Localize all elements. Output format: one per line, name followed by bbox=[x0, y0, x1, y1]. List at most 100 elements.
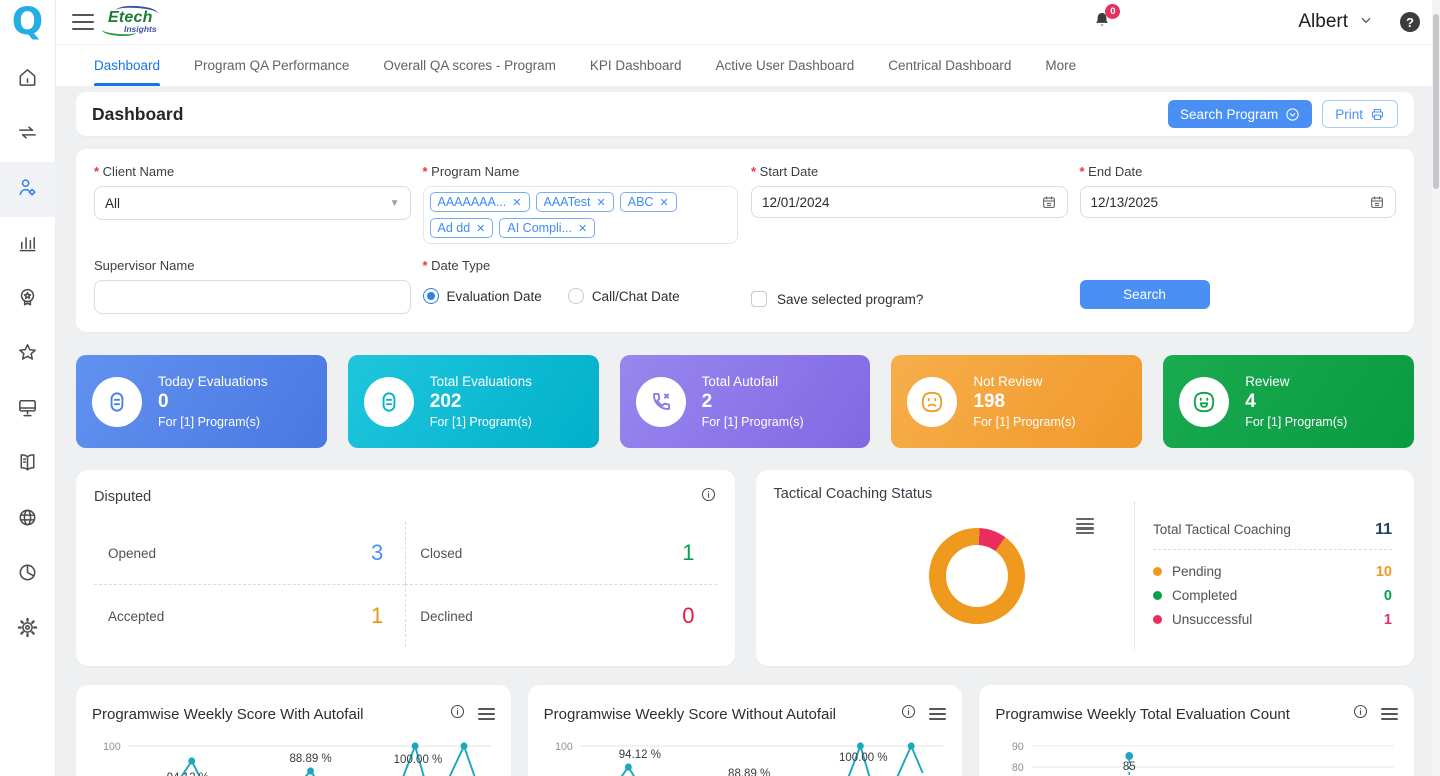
sidebar-item-favorites[interactable] bbox=[0, 327, 56, 382]
print-button[interactable]: Print bbox=[1322, 100, 1398, 128]
page-title: Dashboard bbox=[92, 103, 184, 124]
disputed-declined: Declined 0 bbox=[405, 584, 717, 647]
radio-label: Call/Chat Date bbox=[591, 288, 680, 304]
search-button[interactable]: Search bbox=[1079, 280, 1210, 309]
legend-item-completed[interactable]: Completed 0 bbox=[1153, 584, 1392, 608]
save-program-checkbox-row[interactable]: Save selected program? bbox=[751, 258, 1068, 314]
chart-menu-icon[interactable] bbox=[477, 708, 495, 720]
chip-label: ABC bbox=[627, 195, 654, 209]
start-date-label: Start Date bbox=[751, 164, 1068, 179]
radio-evaluation-date[interactable]: Evaluation Date bbox=[422, 288, 542, 304]
tab-dashboard[interactable]: Dashboard bbox=[94, 45, 161, 86]
save-program-checkbox[interactable] bbox=[751, 291, 767, 307]
scrollbar-thumb[interactable] bbox=[1433, 14, 1439, 189]
swap-arrows-icon bbox=[16, 121, 39, 149]
sidebar-item-quality[interactable] bbox=[0, 272, 56, 327]
legend-item-unsuccessful[interactable]: Unsuccessful 1 bbox=[1153, 608, 1392, 632]
svg-text:90: 90 bbox=[1012, 741, 1024, 753]
tab-program-qa-performance[interactable]: Program QA Performance bbox=[194, 58, 350, 73]
chip-remove-icon[interactable]: ✕ bbox=[596, 196, 606, 209]
tactical-coaching-panel: Tactical Coaching Status Total Tactical … bbox=[755, 470, 1414, 666]
disputed-label: Closed bbox=[420, 545, 463, 561]
sidebar-item-analytics[interactable] bbox=[0, 547, 56, 602]
disputed-value: 3 bbox=[371, 540, 384, 565]
program-chip[interactable]: Ad dd ✕ bbox=[429, 218, 494, 238]
stat-card-total-evaluations[interactable]: Total Evaluations 202 For [1] Program(s) bbox=[347, 355, 599, 448]
sidebar-item-global[interactable] bbox=[0, 492, 56, 547]
chevron-down-icon bbox=[1358, 12, 1374, 33]
sidebar-item-monitor[interactable] bbox=[0, 382, 56, 437]
info-icon[interactable] bbox=[1352, 703, 1369, 725]
start-date-input[interactable]: 12/01/2024 bbox=[751, 186, 1068, 218]
supervisor-name-input[interactable] bbox=[94, 280, 411, 314]
program-chip[interactable]: AI Compli... ✕ bbox=[499, 218, 596, 238]
program-chip[interactable]: ABC ✕ bbox=[619, 192, 677, 212]
svg-text:80: 80 bbox=[1012, 762, 1024, 774]
program-name-label: Program Name bbox=[423, 164, 740, 179]
chart-menu-icon[interactable] bbox=[1076, 518, 1094, 535]
program-name-multiselect[interactable]: AAAAAAA... ✕ AAATest ✕ ABC ✕ Ad dd ✕ AI Comp… bbox=[422, 186, 738, 244]
svg-text:100.00 %: 100.00 % bbox=[394, 753, 443, 766]
svg-text:94.12 %: 94.12 % bbox=[618, 748, 661, 761]
notifications-button[interactable]: 0 bbox=[1092, 3, 1121, 35]
stat-card-review[interactable]: Review 4 For [1] Program(s) bbox=[1163, 355, 1414, 448]
main-column: Etech Insights 0 Albert ? Dashboard Prog… bbox=[56, 0, 1440, 776]
user-name: Albert bbox=[1298, 11, 1348, 32]
tab-more[interactable]: More bbox=[1045, 58, 1077, 73]
search-program-button[interactable]: Search Program bbox=[1167, 100, 1313, 128]
stat-card-total-autofail[interactable]: Total Autofail 2 For [1] Program(s) bbox=[619, 355, 871, 448]
end-date-value: 12/13/2025 bbox=[1090, 194, 1159, 210]
chip-remove-icon[interactable]: ✕ bbox=[476, 222, 486, 235]
tab-overall-qa-scores[interactable]: Overall QA scores - Program bbox=[383, 58, 556, 73]
chevron-down-circle-icon bbox=[1286, 107, 1299, 121]
disputed-panel: Disputed Opened 3 Closed 1 Acc bbox=[76, 470, 735, 666]
help-button[interactable]: ? bbox=[1400, 12, 1420, 32]
chip-label: AI Compli... bbox=[507, 221, 572, 235]
stat-title: Today Evaluations bbox=[158, 374, 268, 389]
phone-x-icon bbox=[635, 376, 686, 427]
sidebar-item-reports[interactable] bbox=[0, 217, 56, 272]
chip-remove-icon[interactable]: ✕ bbox=[512, 196, 522, 209]
client-name-select[interactable]: All ▼ bbox=[94, 186, 411, 220]
program-chip[interactable]: AAATest ✕ bbox=[535, 192, 614, 212]
tab-kpi-dashboard[interactable]: KPI Dashboard bbox=[589, 58, 682, 73]
legend-value: 10 bbox=[1375, 563, 1392, 580]
tab-active-user-dashboard[interactable]: Active User Dashboard bbox=[715, 58, 855, 73]
evaluation-sheet-icon bbox=[363, 376, 414, 427]
chart-title: Programwise Weekly Score With Autofail bbox=[92, 705, 364, 723]
sidebar-item-home[interactable] bbox=[0, 52, 56, 107]
program-chip[interactable]: AAAAAAA... ✕ bbox=[429, 192, 530, 212]
etech-insights-logo[interactable]: Etech Insights bbox=[101, 4, 178, 37]
chip-remove-icon[interactable]: ✕ bbox=[578, 222, 588, 235]
stat-title: Total Autofail bbox=[701, 374, 779, 389]
radio-call-chat-date[interactable]: Call/Chat Date bbox=[567, 288, 680, 304]
radio-icon bbox=[567, 288, 584, 304]
date-type-field: Date Type Evaluation Date Call/Chat Date bbox=[422, 258, 740, 314]
sidebar-item-library[interactable] bbox=[0, 437, 56, 492]
info-icon[interactable] bbox=[700, 486, 717, 508]
legend-item-pending[interactable]: Pending 10 bbox=[1153, 560, 1392, 584]
disputed-value: 1 bbox=[371, 603, 384, 628]
scrollbar[interactable] bbox=[1432, 0, 1440, 776]
stat-card-today-evaluations[interactable]: Today Evaluations 0 For [1] Program(s) bbox=[76, 355, 327, 448]
disputed-closed: Closed 1 bbox=[405, 522, 716, 584]
stat-card-not-review[interactable]: Not Review 198 For [1] Program(s) bbox=[891, 355, 1143, 448]
sidebar-item-user-settings[interactable] bbox=[0, 162, 56, 217]
chart-menu-icon[interactable] bbox=[1381, 708, 1399, 720]
bell-icon bbox=[1092, 12, 1112, 34]
legend-label: Unsuccessful bbox=[1172, 612, 1253, 627]
chip-remove-icon[interactable]: ✕ bbox=[659, 196, 669, 209]
info-icon[interactable] bbox=[449, 703, 466, 725]
chart-menu-icon[interactable] bbox=[929, 708, 947, 720]
disputed-accepted: Accepted 1 bbox=[94, 584, 406, 647]
disputed-title: Disputed bbox=[94, 489, 152, 505]
sidebar-item-settings[interactable] bbox=[0, 602, 56, 657]
menu-toggle-icon[interactable] bbox=[72, 14, 94, 30]
stat-card-row: Today Evaluations 0 For [1] Program(s) T… bbox=[76, 355, 1414, 448]
end-date-input[interactable]: 12/13/2025 bbox=[1079, 186, 1396, 218]
user-menu[interactable]: Albert bbox=[1298, 11, 1374, 33]
sidebar-item-transfers[interactable] bbox=[0, 107, 56, 162]
info-icon[interactable] bbox=[900, 703, 917, 725]
app-logo[interactable]: Q bbox=[11, 0, 44, 43]
tab-centrical-dashboard[interactable]: Centrical Dashboard bbox=[888, 58, 1012, 73]
